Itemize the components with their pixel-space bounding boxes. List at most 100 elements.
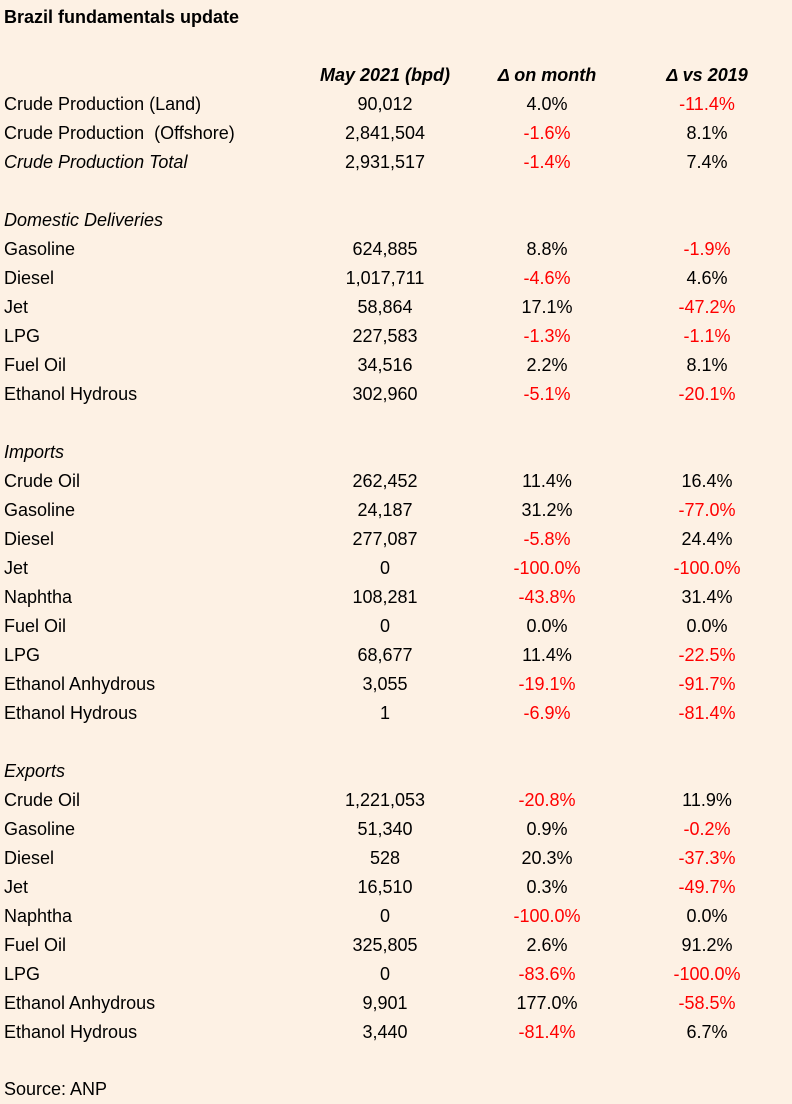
month-change-cell: 11.4% <box>522 471 572 491</box>
vs-2019-cell: -0.2% <box>683 819 731 839</box>
value-cell: 227,583 <box>352 326 418 346</box>
spacer-row <box>0 177 792 206</box>
row-label: Gasoline <box>4 239 76 259</box>
vs-2019-cell: -81.4% <box>678 703 736 723</box>
month-change-cell: -6.9% <box>523 703 571 723</box>
month-change-cell: 177.0% <box>516 993 578 1013</box>
value-cell: 0 <box>379 558 390 578</box>
value-cell: 90,012 <box>357 94 413 114</box>
month-change-cell: 0.9% <box>526 819 568 839</box>
table-row: LPG 68,677 11.4% -22.5% <box>0 641 792 670</box>
vs-2019-cell: -58.5% <box>678 993 736 1013</box>
row-label: LPG <box>4 645 41 665</box>
table-row: Crude Production (Land) 90,012 4.0% -11.4% <box>0 90 792 119</box>
column-headers: May 2021 (bpd) Δ on month Δ vs 2019 <box>0 64 792 86</box>
value-cell: 2,841,504 <box>344 123 426 143</box>
table-row: Fuel Oil 0 0.0% 0.0% <box>0 612 792 641</box>
table-row: Diesel 528 20.3% -37.3% <box>0 844 792 873</box>
value-cell: 528 <box>369 848 401 868</box>
month-change-cell: -81.4% <box>518 1022 576 1042</box>
value-cell: 51,340 <box>357 819 413 839</box>
vs-2019-cell: 0.0% <box>686 616 728 636</box>
value-cell: 1 <box>379 703 390 723</box>
section-heading-row: Imports <box>0 438 792 467</box>
table-row: Gasoline 24,187 31.2% -77.0% <box>0 496 792 525</box>
table-row: LPG 227,583 -1.3% -1.1% <box>0 322 792 351</box>
row-label: Fuel Oil <box>4 616 67 636</box>
table-row: Gasoline 624,885 8.8% -1.9% <box>0 235 792 264</box>
month-change-cell: 31.2% <box>521 500 573 520</box>
month-change-cell: 2.6% <box>526 935 568 955</box>
row-label: Crude Production Total <box>4 152 188 172</box>
vs-2019-cell: 4.6% <box>686 268 728 288</box>
row-label: Jet <box>4 558 29 578</box>
table-row: Gasoline 51,340 0.9% -0.2% <box>0 815 792 844</box>
vs-2019-cell: 8.1% <box>686 355 728 375</box>
month-change-cell: 0.3% <box>526 877 568 897</box>
value-cell: 58,864 <box>357 297 413 317</box>
month-change-cell: 0.0% <box>526 616 568 636</box>
row-label: Naphtha <box>4 587 73 607</box>
value-cell: 3,055 <box>362 674 408 694</box>
vs-2019-cell: -49.7% <box>678 877 736 897</box>
month-change-cell: 17.1% <box>521 297 573 317</box>
header-month-change: Δ on month <box>497 65 597 85</box>
spacer-row <box>0 409 792 438</box>
data-table: Crude Production (Land) 90,012 4.0% -11.4% C… <box>0 90 792 1047</box>
header-value: May 2021 (bpd) <box>319 65 451 85</box>
vs-2019-cell: 7.4% <box>686 152 728 172</box>
row-label: Crude Oil <box>4 790 81 810</box>
section-heading-row: Domestic Deliveries <box>0 206 792 235</box>
month-change-cell: -5.1% <box>523 384 571 404</box>
row-label: Ethanol Anhydrous <box>4 674 156 694</box>
month-change-cell: -5.8% <box>523 529 571 549</box>
row-label: Fuel Oil <box>4 355 67 375</box>
table-row: Naphtha 0 -100.0% 0.0% <box>0 902 792 931</box>
table-row: Crude Production Total 2,931,517 -1.4% 7.4% <box>0 148 792 177</box>
table-row: Jet 16,510 0.3% -49.7% <box>0 873 792 902</box>
vs-2019-cell: -77.0% <box>678 500 736 520</box>
table-row: Crude Production (Offshore) 2,841,504 -1.6… <box>0 119 792 148</box>
value-cell: 624,885 <box>352 239 418 259</box>
value-cell: 262,452 <box>352 471 418 491</box>
row-label: Ethanol Hydrous <box>4 703 138 723</box>
vs-2019-cell: 11.9% <box>682 790 732 810</box>
vs-2019-cell: 16.4% <box>681 471 733 491</box>
month-change-cell: -1.3% <box>523 326 571 346</box>
row-label: LPG <box>4 964 41 984</box>
spacer-row <box>0 728 792 757</box>
value-cell: 34,516 <box>357 355 413 375</box>
vs-2019-cell: -11.4% <box>679 94 735 114</box>
header-vs-2019: Δ vs 2019 <box>666 65 748 85</box>
month-change-cell: -20.8% <box>518 790 576 810</box>
table-row: Ethanol Hydrous 1 -6.9% -81.4% <box>0 699 792 728</box>
row-label: Ethanol Anhydrous <box>4 993 156 1013</box>
vs-2019-cell: -1.9% <box>683 239 731 259</box>
table-row: Ethanol Hydrous 302,960 -5.1% -20.1% <box>0 380 792 409</box>
table-row: Diesel 1,017,711 -4.6% 4.6% <box>0 264 792 293</box>
value-cell: 108,281 <box>352 587 418 607</box>
table-row: Ethanol Anhydrous 9,901 177.0% -58.5% <box>0 989 792 1018</box>
table-row: Ethanol Anhydrous 3,055 -19.1% -91.7% <box>0 670 792 699</box>
section-heading: Imports <box>4 442 65 462</box>
row-label: Jet <box>4 297 29 317</box>
month-change-cell: 20.3% <box>521 848 573 868</box>
value-cell: 302,960 <box>352 384 418 404</box>
vs-2019-cell: 91.2% <box>681 935 733 955</box>
value-cell: 16,510 <box>357 877 413 897</box>
page-title: Brazil fundamentals update <box>4 7 240 27</box>
value-cell: 68,677 <box>357 645 413 665</box>
row-label: Fuel Oil <box>4 935 67 955</box>
vs-2019-cell: 31.4% <box>681 587 733 607</box>
value-cell: 2,931,517 <box>344 152 426 172</box>
row-label: Crude Production (Offshore) <box>4 123 235 143</box>
table-row: Diesel 277,087 -5.8% 24.4% <box>0 525 792 554</box>
month-change-cell: 8.8% <box>526 239 568 259</box>
row-label: Diesel <box>4 848 55 868</box>
vs-2019-cell: -37.3% <box>678 848 736 868</box>
table-row: Jet 58,864 17.1% -47.2% <box>0 293 792 322</box>
row-label: Ethanol Hydrous <box>4 384 138 404</box>
vs-2019-cell: -20.1% <box>678 384 736 404</box>
row-label: Gasoline <box>4 819 76 839</box>
value-cell: 1,221,053 <box>344 790 426 810</box>
